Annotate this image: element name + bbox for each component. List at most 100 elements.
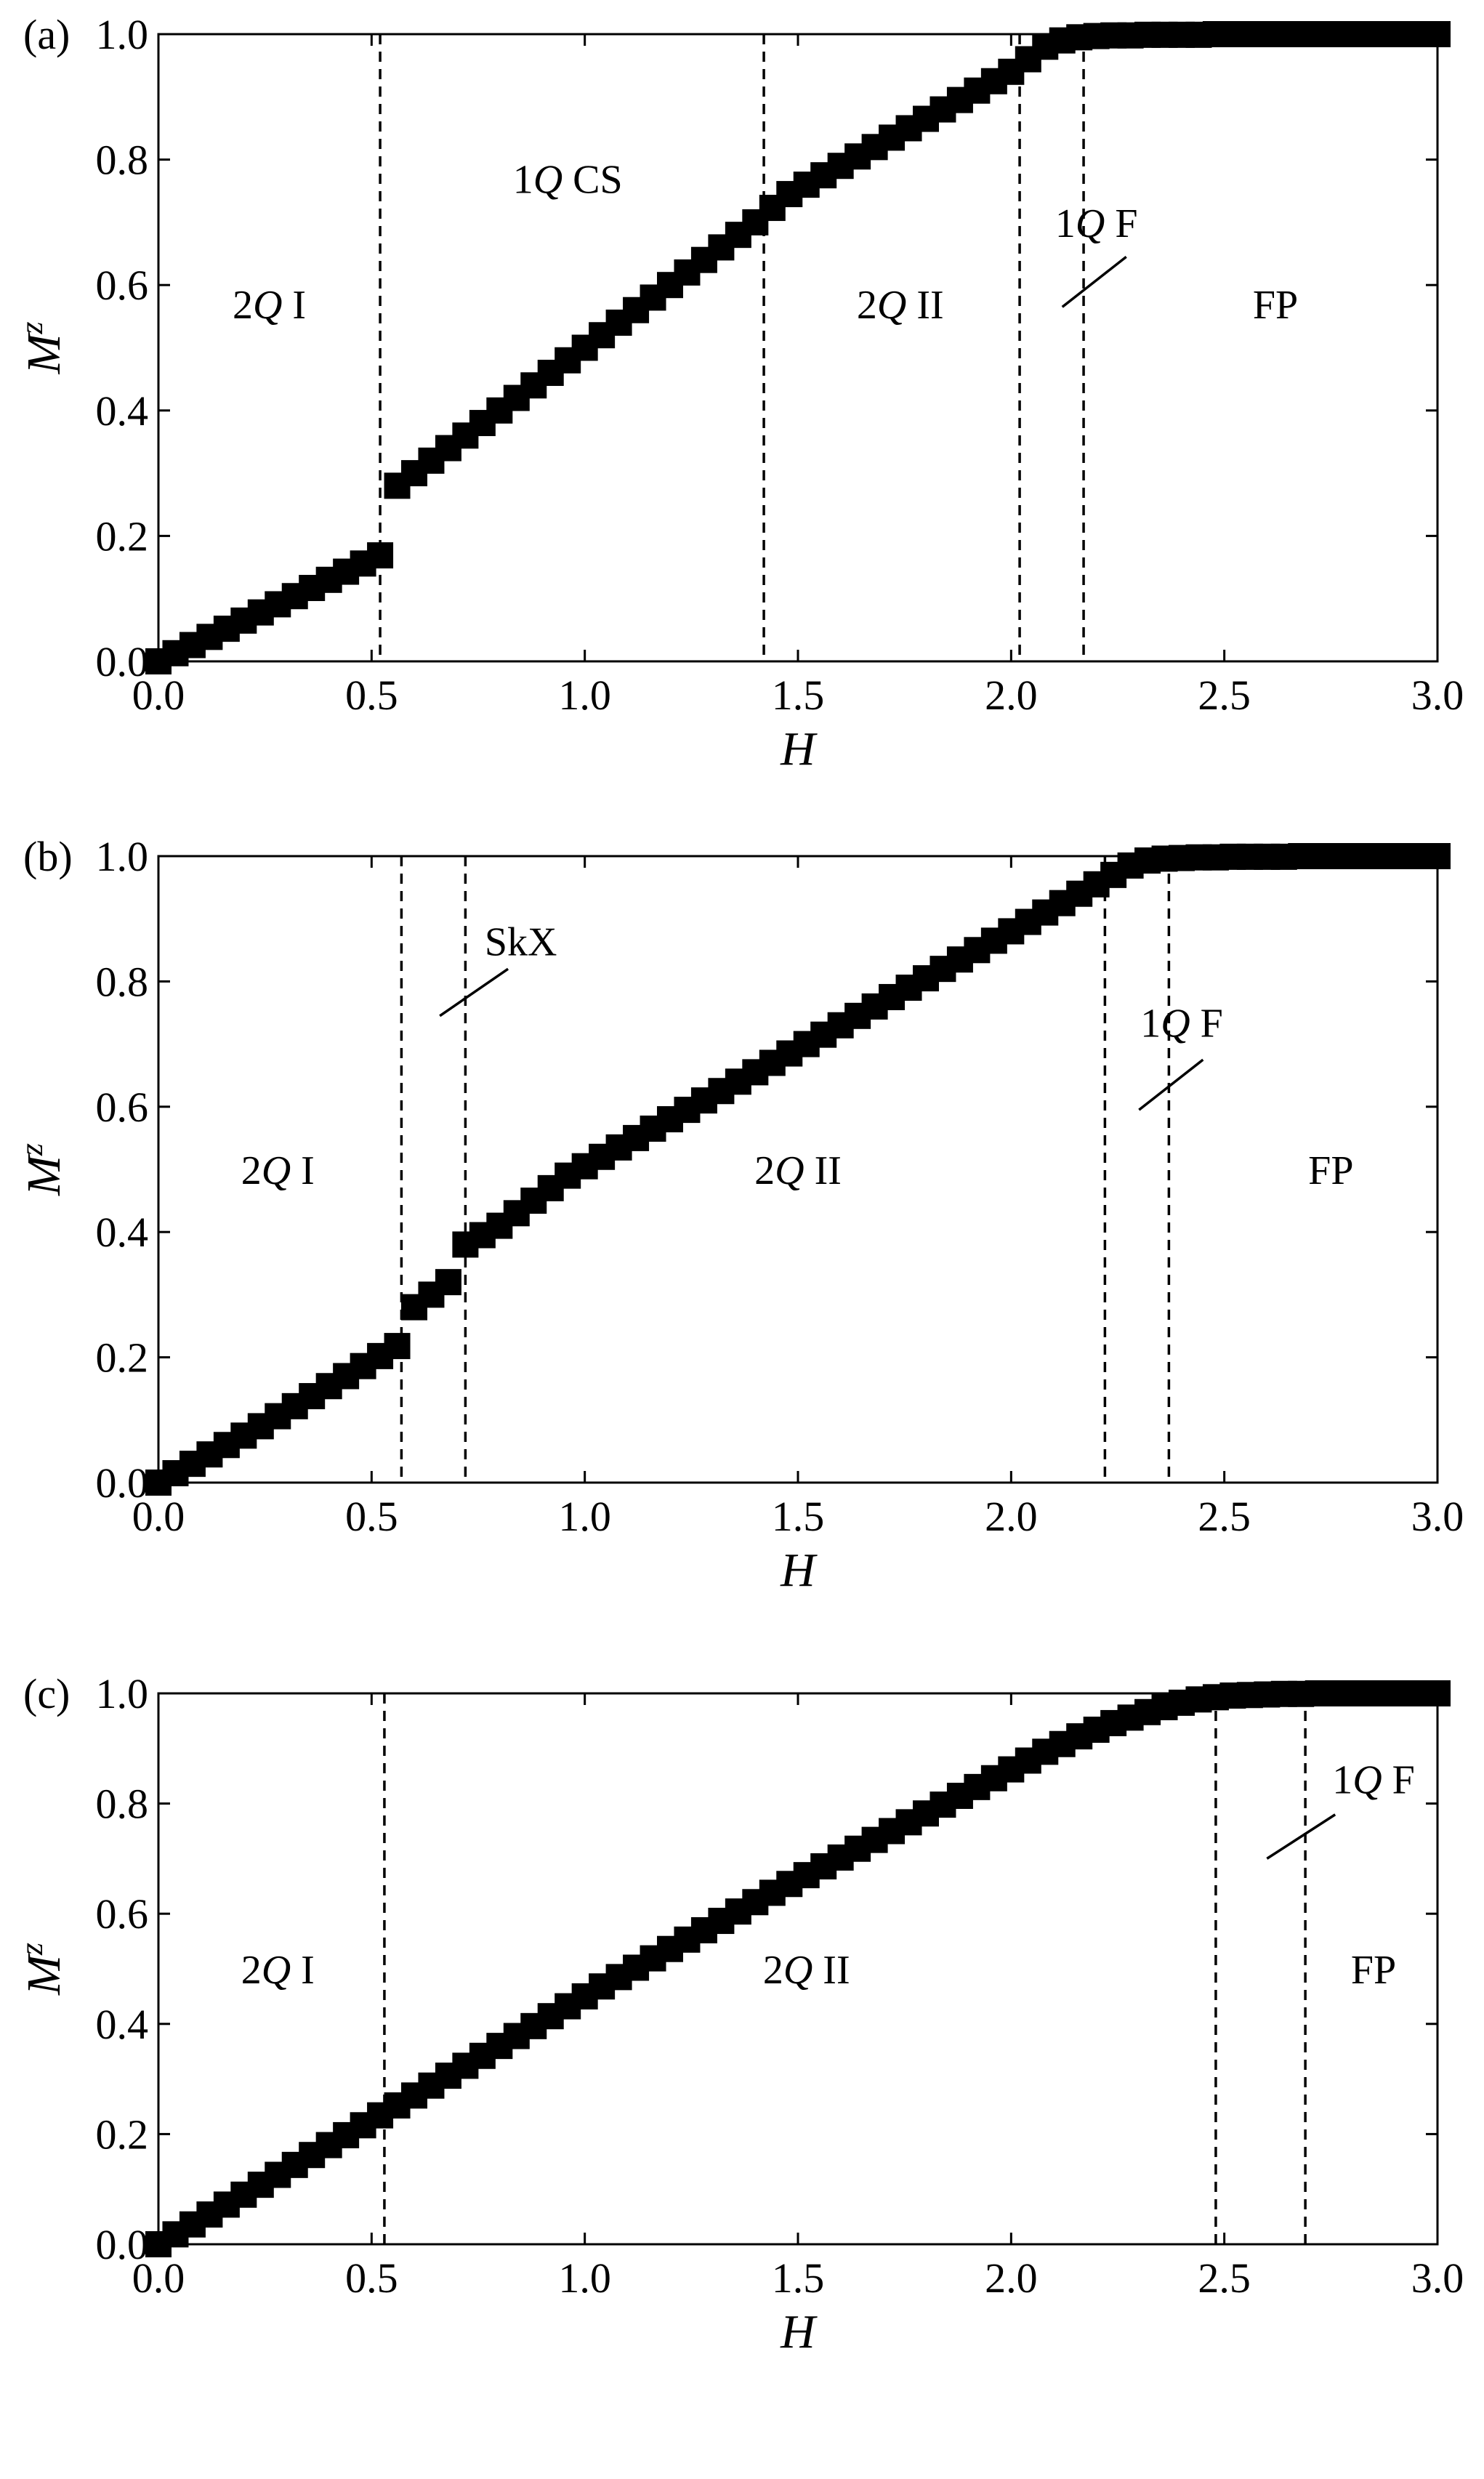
y-tick-label: 0.2: [96, 2111, 149, 2158]
phase-label: SkX: [485, 919, 557, 964]
phase-label-prefix: 2: [857, 283, 877, 328]
y-axis-title: Mz: [14, 321, 70, 374]
phase-label-italic: Q: [262, 1148, 291, 1193]
y-axis-title-superscript: z: [14, 1943, 49, 1956]
phase-label-italic: Q: [253, 283, 282, 328]
phase-label-suffix: SkX: [485, 919, 557, 964]
y-tick-label: 0.4: [96, 2001, 149, 2048]
x-tick-label: 0.5: [345, 672, 398, 719]
panel-label: (b): [23, 833, 73, 880]
y-axis-title-superscript: z: [14, 1143, 49, 1156]
x-tick-label: 1.0: [558, 672, 611, 719]
phase-pointer-line: [1138, 1058, 1204, 1111]
phase-label-suffix: FP: [1253, 283, 1298, 328]
x-tick-label: 1.5: [772, 2254, 825, 2302]
y-tick-label: 0.4: [96, 1209, 149, 1256]
x-tick-label: 0.0: [132, 1493, 185, 1540]
y-tick-label: 1.0: [96, 11, 149, 58]
y-tick-label: 0.4: [96, 387, 149, 435]
phase-label-italic: Q: [262, 1948, 291, 1993]
x-tick-label: 0.5: [345, 1493, 398, 1540]
x-tick-label: 1.5: [772, 672, 825, 719]
phase-label-prefix: 2: [241, 1948, 262, 1993]
phase-label-prefix: 2: [241, 1148, 262, 1193]
y-tick-label: 0.8: [96, 958, 149, 1005]
x-tick-label: 2.0: [985, 2254, 1038, 2302]
phase-label-prefix: 1: [1332, 1757, 1352, 1802]
panel-label: (c): [23, 1670, 70, 1717]
phase-pointer-line: [1266, 1813, 1336, 1860]
y-tick-label: 0.2: [96, 1334, 149, 1382]
phase-label-suffix: I: [291, 1148, 315, 1193]
x-tick-label: 3.0: [1411, 2254, 1464, 2302]
panel-label: (a): [23, 11, 70, 58]
phase-label-prefix: 1: [1140, 1001, 1161, 1046]
phase-label-suffix: F: [1105, 201, 1137, 246]
phase-label: 1Q F: [1140, 1001, 1223, 1046]
phase-label-suffix: I: [291, 1948, 315, 1993]
phase-label-prefix: 2: [763, 1948, 783, 1993]
chart-panel-b: 0.0 0.2 0.4 0.6 0.8 1.0 0.0 0.5 1.0 1.5 2.0 2.5 3.0 H…: [14, 833, 1464, 1597]
x-tick-label: 3.0: [1411, 672, 1464, 719]
x-tick-label: 2.5: [1198, 672, 1251, 719]
phase-label: 2Q II: [857, 283, 944, 328]
x-tick-label: 1.0: [558, 1493, 611, 1540]
x-tick-label: 0.0: [132, 2254, 185, 2302]
y-tick-label: 0.8: [96, 1781, 149, 1828]
phase-label-italic: Q: [775, 1148, 804, 1193]
x-tick-label: 1.5: [772, 1493, 825, 1540]
phase-label: FP: [1253, 283, 1298, 328]
y-axis-title: Mz: [14, 1943, 70, 1996]
phase-label: FP: [1308, 1148, 1353, 1193]
phase-label: 2Q I: [241, 1148, 315, 1193]
x-tick-label: 0.5: [345, 2254, 398, 2302]
phase-label: 1Q CS: [513, 157, 623, 202]
y-axis-title: Mz: [14, 1143, 70, 1196]
phase-label-italic: Q: [1076, 201, 1105, 246]
phase-label-italic: Q: [783, 1948, 812, 1993]
y-tick-label: 0.0: [96, 638, 149, 685]
y-tick-label: 0.6: [96, 1084, 149, 1131]
phase-label-prefix: 1: [1055, 201, 1076, 246]
phase-label: 1Q F: [1055, 201, 1138, 246]
phase-label-italic: Q: [1352, 1757, 1382, 1802]
x-tick-label: 1.0: [558, 2254, 611, 2302]
chart-panel-a: 0.0 0.2 0.4 0.6 0.8 1.0 0.0 0.5 1.0 1.5 2.0 2.5 3.0 H…: [14, 11, 1464, 775]
data-point: [1424, 843, 1451, 869]
x-axis-title: H: [780, 2305, 818, 2358]
y-tick-label: 0.6: [96, 1890, 149, 1938]
phase-label-suffix: CS: [562, 157, 623, 202]
x-tick-label: 2.0: [985, 672, 1038, 719]
x-tick-label: 0.0: [132, 672, 185, 719]
y-axis-title-superscript: z: [14, 321, 49, 334]
x-tick-label: 2.5: [1198, 2254, 1251, 2302]
phase-label-italic: Q: [1161, 1001, 1190, 1046]
y-tick-label: 0.2: [96, 512, 149, 560]
x-tick-label: 2.5: [1198, 1493, 1251, 1540]
phase-label-suffix: II: [906, 283, 943, 328]
phase-label-suffix: I: [282, 283, 306, 328]
y-tick-label: 0.0: [96, 1459, 149, 1507]
phase-label-prefix: 1: [513, 157, 533, 202]
phase-label-suffix: II: [804, 1148, 842, 1193]
phase-label-suffix: FP: [1351, 1948, 1396, 1993]
phase-pointer-line: [439, 967, 509, 1017]
x-axis-title: H: [780, 1544, 818, 1597]
data-point: [1424, 21, 1451, 47]
phase-label-prefix: 2: [754, 1148, 775, 1193]
y-tick-label: 0.6: [96, 262, 149, 309]
phase-pointer-line: [1061, 255, 1127, 308]
phase-label-italic: Q: [533, 157, 562, 202]
y-tick-label: 1.0: [96, 833, 149, 880]
y-tick-label: 0.0: [96, 2221, 149, 2268]
phase-label-prefix: 2: [233, 283, 253, 328]
data-point: [384, 1333, 411, 1360]
x-tick-label: 2.0: [985, 1493, 1038, 1540]
chart-panel-c: 0.0 0.2 0.4 0.6 0.8 1.0 0.0 0.5 1.0 1.5 2.0 2.5 3.0 H…: [14, 1670, 1464, 2358]
data-point: [435, 1269, 461, 1296]
phase-label-suffix: F: [1190, 1001, 1223, 1046]
x-tick-label: 3.0: [1411, 1493, 1464, 1540]
phase-label: 2Q I: [241, 1948, 315, 1993]
phase-label-suffix: II: [812, 1948, 850, 1993]
